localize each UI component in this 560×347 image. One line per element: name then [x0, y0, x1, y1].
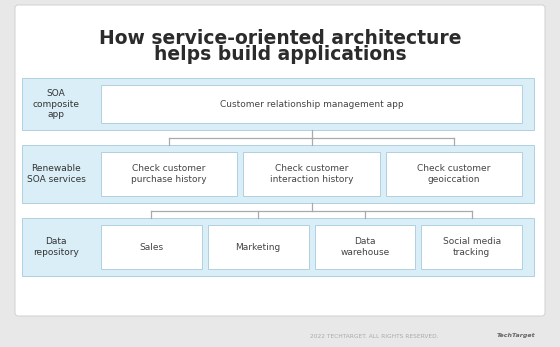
Text: Data
warehouse: Data warehouse: [340, 237, 390, 257]
Text: SOA
composite
app: SOA composite app: [32, 89, 80, 119]
Text: Data
repository: Data repository: [33, 237, 79, 257]
Text: helps build applications: helps build applications: [153, 44, 407, 64]
FancyBboxPatch shape: [315, 225, 416, 269]
FancyBboxPatch shape: [421, 225, 522, 269]
Text: How service-oriented architecture: How service-oriented architecture: [99, 28, 461, 48]
Text: 2022 TECHTARGET. ALL RIGHTS RESERVED.: 2022 TECHTARGET. ALL RIGHTS RESERVED.: [310, 333, 438, 339]
FancyBboxPatch shape: [22, 78, 534, 130]
FancyBboxPatch shape: [15, 5, 545, 316]
Text: TechTarget: TechTarget: [497, 333, 535, 339]
Text: Check customer
interaction history: Check customer interaction history: [270, 164, 353, 184]
FancyBboxPatch shape: [208, 225, 309, 269]
FancyBboxPatch shape: [22, 218, 534, 276]
FancyBboxPatch shape: [244, 152, 380, 196]
Text: Social media
tracking: Social media tracking: [442, 237, 501, 257]
FancyBboxPatch shape: [101, 152, 237, 196]
FancyBboxPatch shape: [101, 85, 522, 123]
Text: Check customer
purchase history: Check customer purchase history: [132, 164, 207, 184]
Text: Marketing: Marketing: [236, 243, 281, 252]
Text: Sales: Sales: [139, 243, 164, 252]
Text: Customer relationship management app: Customer relationship management app: [220, 100, 403, 109]
Text: Renewable
SOA services: Renewable SOA services: [26, 164, 86, 184]
FancyBboxPatch shape: [101, 225, 202, 269]
FancyBboxPatch shape: [386, 152, 522, 196]
FancyBboxPatch shape: [22, 145, 534, 203]
Text: Check customer
geoiccation: Check customer geoiccation: [417, 164, 491, 184]
